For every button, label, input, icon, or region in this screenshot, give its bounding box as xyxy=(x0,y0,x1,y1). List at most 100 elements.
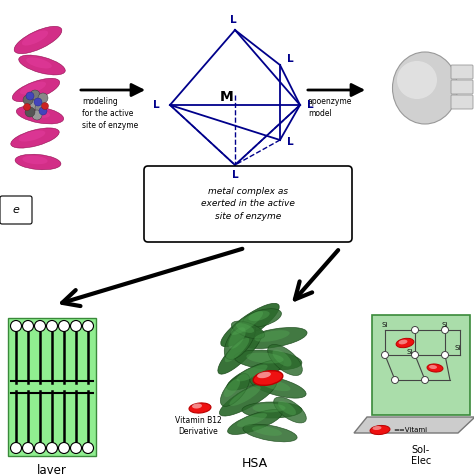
Text: metal complex as
exerted in the active
site of enzyme: metal complex as exerted in the active s… xyxy=(201,187,295,221)
Text: L: L xyxy=(153,100,159,110)
Ellipse shape xyxy=(268,345,302,375)
Ellipse shape xyxy=(224,379,240,397)
Ellipse shape xyxy=(260,379,291,391)
Circle shape xyxy=(71,320,82,331)
Text: modeling
for the active
site of enzyme: modeling for the active site of enzyme xyxy=(82,97,138,129)
Circle shape xyxy=(35,320,46,331)
Ellipse shape xyxy=(189,403,211,413)
Ellipse shape xyxy=(221,303,279,346)
Ellipse shape xyxy=(192,403,202,409)
Ellipse shape xyxy=(253,403,285,412)
Circle shape xyxy=(42,102,48,109)
Circle shape xyxy=(82,443,93,454)
Circle shape xyxy=(34,98,42,106)
Ellipse shape xyxy=(228,327,246,349)
Ellipse shape xyxy=(248,311,270,321)
Circle shape xyxy=(26,92,34,100)
Text: L: L xyxy=(307,100,313,110)
FancyBboxPatch shape xyxy=(0,196,32,224)
Ellipse shape xyxy=(227,360,283,390)
Ellipse shape xyxy=(242,402,302,418)
Ellipse shape xyxy=(252,426,282,436)
Ellipse shape xyxy=(18,130,46,142)
Circle shape xyxy=(421,376,428,383)
Ellipse shape xyxy=(278,401,296,415)
Text: Si: Si xyxy=(382,322,388,328)
Circle shape xyxy=(23,95,33,105)
Circle shape xyxy=(10,443,21,454)
FancyBboxPatch shape xyxy=(451,80,473,94)
Text: HSA: HSA xyxy=(242,457,268,470)
Circle shape xyxy=(392,376,399,383)
Circle shape xyxy=(71,443,82,454)
Ellipse shape xyxy=(237,365,268,382)
Ellipse shape xyxy=(253,371,283,385)
Circle shape xyxy=(411,327,419,334)
Text: Si: Si xyxy=(442,322,448,328)
Ellipse shape xyxy=(236,323,254,333)
FancyBboxPatch shape xyxy=(451,95,473,109)
Text: Si: Si xyxy=(455,345,461,351)
Ellipse shape xyxy=(20,82,46,94)
FancyBboxPatch shape xyxy=(144,166,352,242)
Ellipse shape xyxy=(11,128,59,148)
FancyBboxPatch shape xyxy=(372,315,470,415)
Text: M: M xyxy=(220,90,234,104)
FancyBboxPatch shape xyxy=(451,65,473,79)
Ellipse shape xyxy=(224,320,256,359)
Circle shape xyxy=(58,320,70,331)
Ellipse shape xyxy=(218,330,262,374)
Ellipse shape xyxy=(243,424,297,442)
Text: L: L xyxy=(230,15,237,25)
Ellipse shape xyxy=(396,338,414,348)
Circle shape xyxy=(441,352,448,358)
Ellipse shape xyxy=(22,156,47,164)
Circle shape xyxy=(22,443,34,454)
Circle shape xyxy=(22,320,34,331)
Ellipse shape xyxy=(231,321,264,339)
Circle shape xyxy=(24,103,30,110)
Circle shape xyxy=(441,327,448,334)
Text: Si: Si xyxy=(407,349,413,355)
Ellipse shape xyxy=(237,413,267,427)
Ellipse shape xyxy=(243,328,307,348)
Text: e: e xyxy=(13,205,19,215)
Circle shape xyxy=(82,320,93,331)
Circle shape xyxy=(32,110,42,120)
Ellipse shape xyxy=(24,108,50,118)
Ellipse shape xyxy=(16,106,64,124)
Ellipse shape xyxy=(250,376,306,398)
Text: L: L xyxy=(287,54,293,64)
Circle shape xyxy=(39,107,47,115)
Ellipse shape xyxy=(246,353,283,364)
Circle shape xyxy=(30,90,40,100)
Ellipse shape xyxy=(243,309,282,328)
Circle shape xyxy=(38,93,48,103)
Ellipse shape xyxy=(273,349,292,366)
Ellipse shape xyxy=(370,426,390,435)
Text: Sol-: Sol- xyxy=(412,445,430,455)
Circle shape xyxy=(10,320,21,331)
Circle shape xyxy=(382,352,389,358)
Text: L: L xyxy=(287,137,293,147)
Ellipse shape xyxy=(14,27,62,54)
Circle shape xyxy=(411,352,419,358)
Ellipse shape xyxy=(231,311,263,335)
Text: layer: layer xyxy=(37,464,67,474)
Ellipse shape xyxy=(255,330,290,342)
Text: ==Vitami: ==Vitami xyxy=(393,427,427,433)
Text: Vitamin B12
Derivative: Vitamin B12 Derivative xyxy=(174,416,221,436)
Ellipse shape xyxy=(19,55,65,75)
Polygon shape xyxy=(354,417,474,433)
Ellipse shape xyxy=(22,30,48,46)
Bar xyxy=(8,318,96,456)
Ellipse shape xyxy=(219,380,276,416)
Ellipse shape xyxy=(392,52,457,124)
Circle shape xyxy=(46,443,57,454)
Circle shape xyxy=(27,100,37,110)
Ellipse shape xyxy=(12,78,60,102)
Ellipse shape xyxy=(225,338,249,362)
Ellipse shape xyxy=(399,340,408,344)
Text: Elec: Elec xyxy=(411,456,431,466)
Ellipse shape xyxy=(273,397,306,423)
